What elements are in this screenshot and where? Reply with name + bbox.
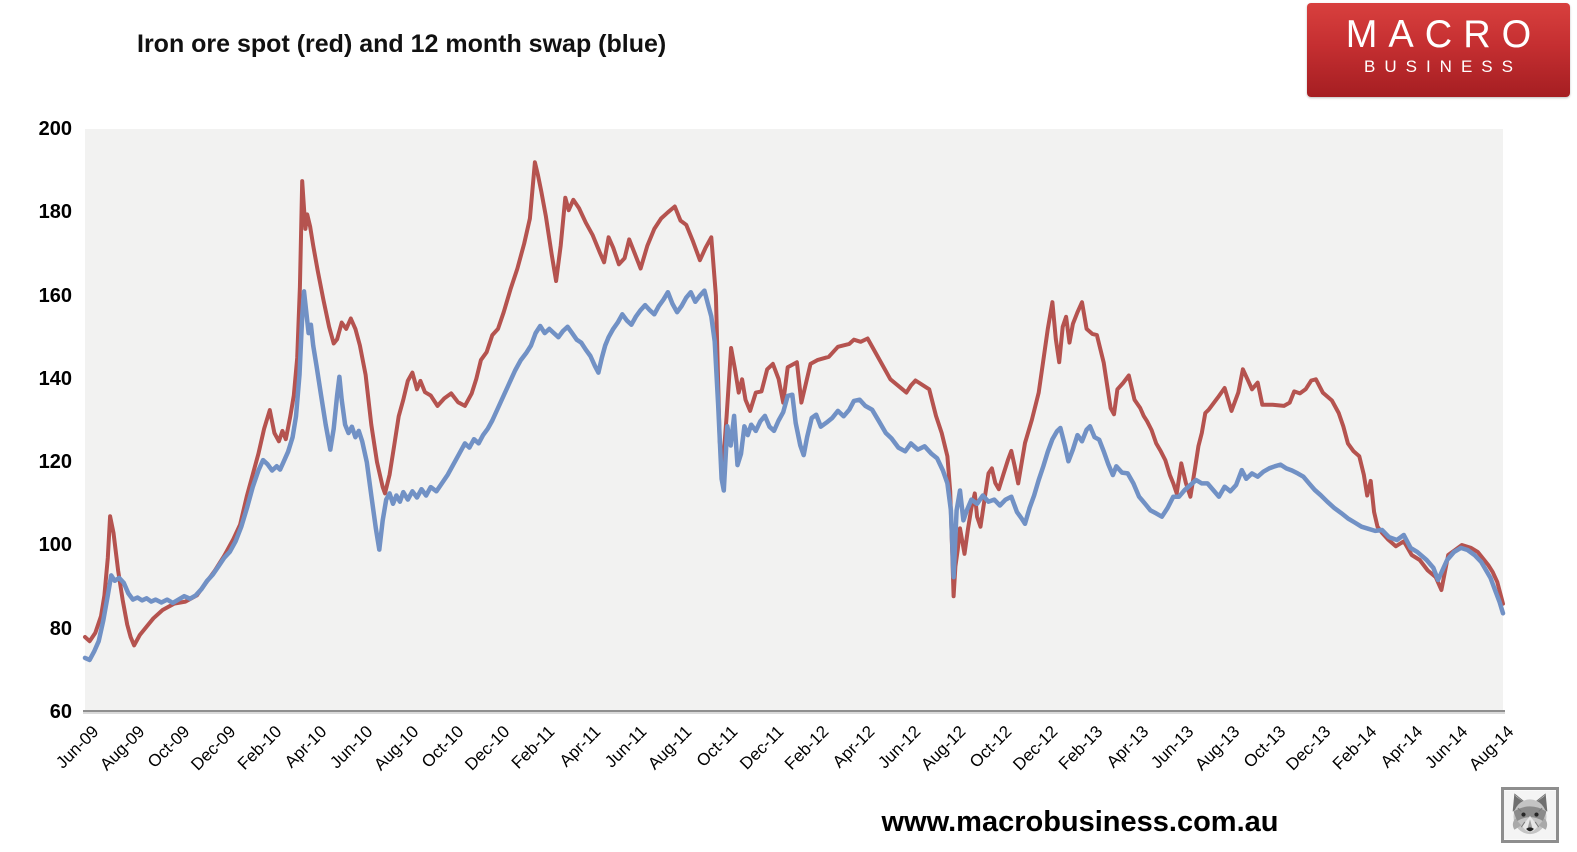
- logo-line-macro: MACRO: [1345, 13, 1543, 57]
- series-line-12-month-swap: [82, 288, 1506, 663]
- series-line-iron-ore-spot: [83, 160, 1505, 648]
- y-tick-label-100: 100: [38, 534, 72, 557]
- y-tick-label-60: 60: [49, 701, 72, 723]
- wolf-head-icon: [1501, 787, 1559, 843]
- y-tick-label-120: 120: [38, 451, 72, 474]
- y-tick-label-80: 80: [49, 617, 72, 640]
- logo-line-business: BUSINESS: [1364, 57, 1522, 76]
- x-axis-line: [83, 710, 1505, 714]
- y-tick-label-180: 180: [38, 201, 72, 224]
- y-tick-label-160: 160: [38, 284, 72, 307]
- macrobusiness-logo: MACRO BUSINESS: [1307, 3, 1570, 97]
- chart-title: Iron ore spot (red) and 12 month swap (b…: [137, 30, 667, 58]
- y-tick-label-200: 200: [38, 118, 72, 140]
- y-tick-label-140: 140: [38, 367, 72, 390]
- footer-url: www.macrobusiness.com.au: [881, 806, 1279, 838]
